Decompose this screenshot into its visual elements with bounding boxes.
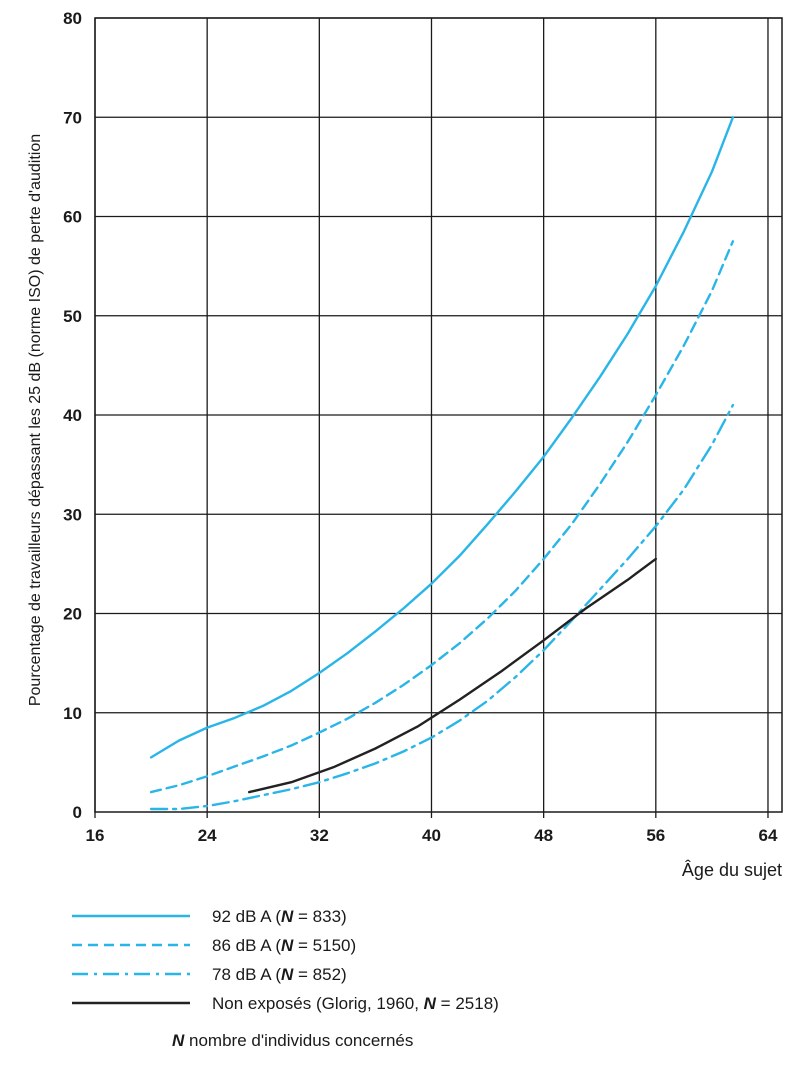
legend-label-n: N (424, 994, 437, 1013)
legend-label-rest: = 852) (293, 965, 346, 984)
legend-label-n: N (281, 907, 294, 926)
axes (94, 17, 783, 813)
y-tick-label: 40 (63, 406, 82, 425)
x-tick-label: 24 (198, 826, 217, 845)
series-line-2 (149, 240, 735, 794)
series-line-4 (248, 557, 657, 794)
y-tick-label: 30 (63, 505, 82, 524)
legend-label-2: 86 dB A (N = 5150) (212, 936, 356, 955)
x-tick-label: 64 (759, 826, 778, 845)
legend-label-rest: = 2518) (436, 994, 499, 1013)
series-line-3 (149, 403, 735, 811)
grid-lines (94, 17, 782, 818)
footnote-text: nombre d'individus concernés (184, 1031, 413, 1050)
x-tick-label: 56 (646, 826, 665, 845)
legend-label-4: Non exposés (Glorig, 1960, N = 2518) (212, 994, 499, 1013)
x-tick-label: 16 (86, 826, 105, 845)
legend: 92 dB A (N = 833)86 dB A (N = 5150)78 dB… (72, 907, 499, 1013)
legend-label-n: N (281, 965, 294, 984)
y-tick-label: 20 (63, 605, 82, 624)
y-tick-label: 70 (63, 108, 82, 127)
y-tick-label: 10 (63, 704, 82, 723)
series-line-1 (149, 116, 735, 759)
y-tick-label: 60 (63, 208, 82, 227)
footnote-symbol: N (172, 1031, 185, 1050)
legend-label-3: 78 dB A (N = 852) (212, 965, 347, 984)
legend-label-n: N (281, 936, 294, 955)
y-tick-label: 50 (63, 307, 82, 326)
y-tick-label: 80 (63, 9, 82, 28)
plot-frame (94, 17, 783, 813)
x-tick-label: 48 (534, 826, 553, 845)
x-tick-label: 40 (422, 826, 441, 845)
legend-label-rest: = 5150) (293, 936, 356, 955)
legend-label-main: 92 dB A ( (212, 907, 281, 926)
data-series (149, 116, 735, 811)
y-axis-title: Pourcentage de travailleurs dépassant le… (27, 134, 44, 706)
y-tick-label: 0 (73, 803, 82, 822)
legend-label-main: 78 dB A ( (212, 965, 281, 984)
x-tick-labels: 16 24 32 40 48 56 64 (86, 826, 778, 845)
footnote: N nombre d'individus concernés (172, 1031, 413, 1050)
x-tick-label: 32 (310, 826, 329, 845)
x-axis-title: Âge du sujet (682, 860, 782, 880)
legend-label-main: 86 dB A ( (212, 936, 281, 955)
legend-label-rest: = 833) (293, 907, 346, 926)
legend-label-main: Non exposés (Glorig, 1960, (212, 994, 424, 1013)
y-tick-labels: 0 10 20 30 40 50 60 70 80 (63, 9, 82, 822)
legend-label-1: 92 dB A (N = 833) (212, 907, 347, 926)
